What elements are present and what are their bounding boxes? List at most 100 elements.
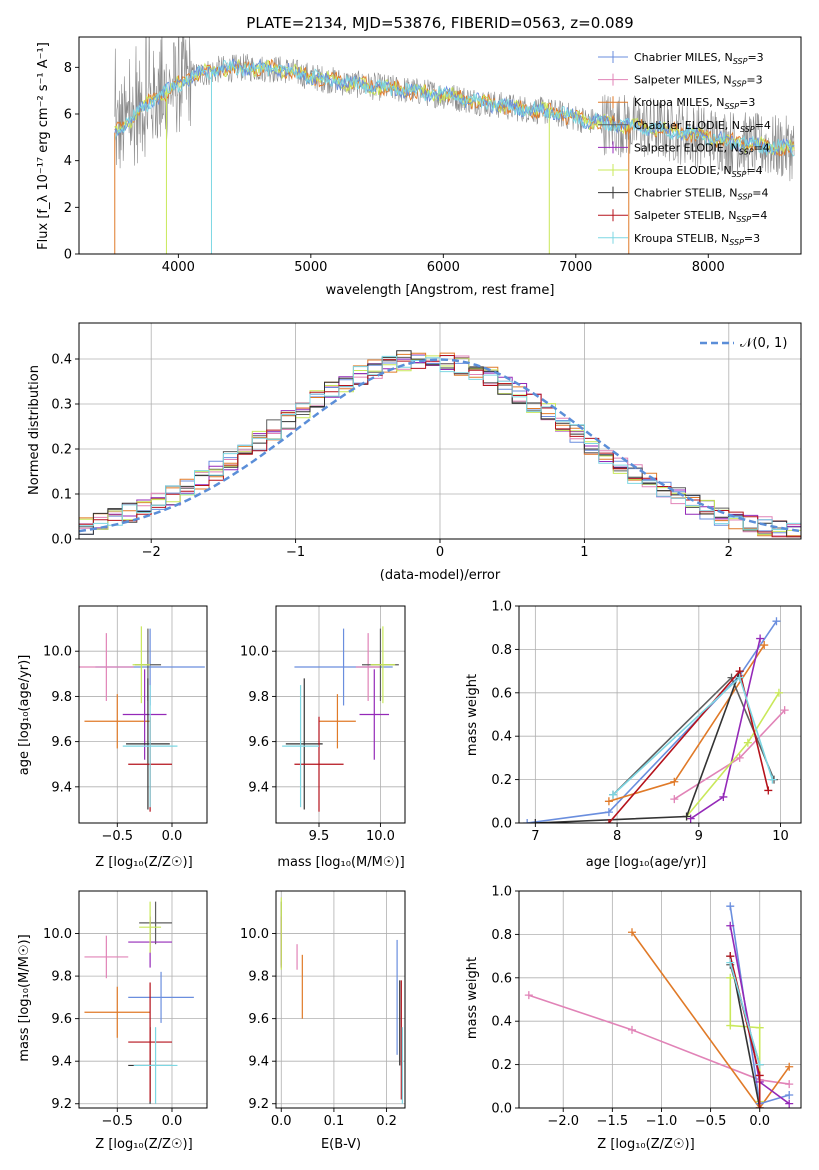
legend-label-s_stelib: Salpeter STELIB, NSSP=4 — [634, 209, 767, 224]
p1-ytick-label: 0 — [64, 248, 72, 263]
spectrum-legend: Chabrier MILES, NSSP=3 Salpeter MILES, NS… — [598, 51, 771, 247]
age-vs-mass-panel: 9.5 10.0 9.4 9.6 9.8 10.0 — [240, 605, 406, 844]
p7-xtick-label: 0.0 — [271, 1114, 292, 1129]
p8-marker-k_elodie — [755, 1023, 764, 1032]
p5-xtick-label: 9 — [695, 829, 703, 844]
p5-marker-c_stelib — [531, 819, 540, 823]
p5-marker-k_stelib — [768, 775, 777, 784]
p5-marker-c_miles — [772, 617, 781, 626]
p8-frame — [518, 890, 802, 1109]
p7-ytick-label: 9.8 — [248, 970, 269, 985]
figure-title: PLATE=2134, MJD=53876, FIBERID=0563, z=0… — [246, 14, 633, 32]
p5-line-c_stelib — [535, 670, 741, 823]
p2-axes: −2 −1 0 1 2 0.0 0.1 0.2 0.3 0.4 — [51, 322, 802, 560]
p8-data — [524, 902, 794, 1108]
p8-ytick-label: 1.0 — [491, 885, 512, 900]
p3-xtick-label: −0.5 — [102, 829, 134, 844]
residual-histogram-panel: −2 −1 0 1 2 0.0 0.1 0.2 0.3 0.4 — [51, 322, 802, 560]
p5-ytick-label: 0.2 — [491, 773, 512, 788]
residual-xlabel: (data-model)/error — [380, 568, 501, 583]
p5-marker-k_elodie — [774, 688, 783, 697]
p5-marker-s_elodie — [719, 792, 728, 801]
p5-xtick-label: 7 — [531, 829, 539, 844]
p2-frame — [78, 322, 802, 540]
p2-xtick-label: −2 — [142, 545, 161, 560]
p8-marker-k_miles — [627, 928, 636, 937]
p3-frame — [78, 605, 208, 824]
p7-data — [280, 897, 403, 1104]
p1-xtick-label: 7000 — [559, 260, 592, 275]
p4-axes: 9.5 10.0 9.4 9.6 9.8 10.0 — [240, 605, 406, 844]
p8-marker-s_miles — [785, 1080, 794, 1089]
p5-marker-c_miles — [604, 808, 613, 817]
p6-ytick-label: 9.2 — [51, 1097, 72, 1112]
p7-frame — [275, 890, 406, 1109]
p8-line-s_miles — [528, 994, 790, 1085]
p2-ytick-label: 0.3 — [51, 398, 72, 413]
p5-marker-k_elodie — [743, 738, 752, 747]
p8-line-k_miles — [631, 931, 790, 1108]
p8-ytick-label: 0.6 — [491, 971, 512, 986]
normal-curve — [79, 358, 801, 533]
p8-marker-s_elodie — [785, 1099, 794, 1108]
p1-xtick-label: 4000 — [162, 260, 195, 275]
legend-label-k_miles: Kroupa MILES, NSSP=3 — [634, 96, 755, 111]
p5-ytick-label: 1.0 — [491, 600, 512, 615]
p1-ytick-label: 6 — [64, 108, 72, 123]
p8-xtick-label: 0.0 — [749, 1114, 770, 1129]
p7-ytick-label: 10.0 — [240, 927, 269, 942]
legend-label-k_elodie: Kroupa ELODIE, NSSP=4 — [634, 164, 763, 179]
p8-marker-s_elodie — [726, 921, 735, 930]
p5-line-c_miles — [527, 620, 778, 823]
p5-marker-k_stelib — [735, 673, 744, 682]
p5-ytick-label: 0.6 — [491, 686, 512, 701]
p8-marker-c_miles — [726, 902, 735, 911]
p5-marker-s_elodie — [686, 814, 695, 823]
p7-axes: 0.0 0.1 0.2 9.2 9.4 9.6 9.8 10.0 — [240, 890, 406, 1129]
p2-ytick-label: 0.2 — [51, 443, 72, 458]
p3-xlabel: Z [log₁₀(Z/Z☉)] — [95, 855, 192, 870]
p5-marker-s_miles — [735, 753, 744, 762]
p8-xtick-label: −1.0 — [646, 1114, 678, 1129]
p8-marker-k_miles — [785, 1062, 794, 1071]
p1-frame — [78, 36, 802, 255]
p4-ytick-label: 9.8 — [248, 690, 269, 705]
mass-vs-metallicity-panel: −0.5 0.0 9.2 9.4 9.6 9.8 10.0 — [43, 890, 208, 1129]
p8-ytick-label: 0.2 — [491, 1058, 512, 1073]
legend-label-s_miles: Salpeter MILES, NSSP=3 — [634, 74, 763, 89]
p8-xtick-label: −2.0 — [547, 1114, 579, 1129]
p8-marker-s_stelib — [755, 1104, 764, 1108]
normal-legend-label: 𝒩(0, 1) — [740, 336, 787, 351]
p3-ytick-label: 10.0 — [43, 645, 72, 660]
p5-ytick-label: 0.4 — [491, 730, 512, 745]
p3-data — [79, 626, 205, 812]
p8-xtick-label: −1.5 — [597, 1114, 629, 1129]
p7-ytick-label: 9.2 — [248, 1097, 269, 1112]
p5-ytick-label: 0.0 — [491, 817, 512, 832]
p1-ytick-label: 2 — [64, 201, 72, 216]
p5-marker-k_miles — [760, 641, 769, 650]
spectrum-panel: 4000 5000 6000 7000 8000 0 2 4 6 8 — [64, 36, 802, 275]
mass-weight-vs-metallicity-panel: −2.0 −1.5 −1.0 −0.5 0.0 0.0 0.2 0.4 0.6 0.8 1.0 — [491, 885, 802, 1129]
p4-ytick-label: 10.0 — [240, 645, 269, 660]
p8-marker-k_elodie — [726, 1021, 735, 1030]
age-vs-metallicity-panel: −0.5 0.0 9.4 9.6 9.8 10.0 — [43, 605, 208, 844]
p5-marker-s_stelib — [764, 786, 773, 795]
p8-axes: −2.0 −1.5 −1.0 −0.5 0.0 0.0 0.2 0.4 0.6 0.8 1.0 — [491, 885, 802, 1129]
p1-xtick-label: 6000 — [427, 260, 460, 275]
mass-vs-extinction-panel: 0.0 0.1 0.2 9.2 9.4 9.6 9.8 10.0 — [240, 890, 406, 1129]
p7-xtick-label: 0.2 — [376, 1114, 397, 1129]
p2-ytick-label: 0.0 — [51, 533, 72, 548]
p5-data — [523, 617, 789, 823]
residual-ylabel: Normed distribution — [27, 365, 42, 495]
p7-xtick-label: 0.1 — [324, 1114, 345, 1129]
legend-label-c_elodie: Chabrier ELODIE, NSSP=4 — [634, 119, 771, 134]
p5-marker-s_stelib — [604, 819, 613, 823]
p8-xtick-label: −0.5 — [695, 1114, 727, 1129]
p4-frame — [275, 605, 406, 824]
p7-grid — [276, 891, 405, 1108]
legend-label-c_stelib: Chabrier STELIB, NSSP=4 — [634, 187, 768, 202]
spectrum-xlabel: wavelength [Angstrom, rest frame] — [326, 283, 555, 298]
p4-xlabel: mass [log₁₀(M/M☉)] — [277, 855, 404, 870]
p4-xtick-label: 10.0 — [366, 829, 395, 844]
